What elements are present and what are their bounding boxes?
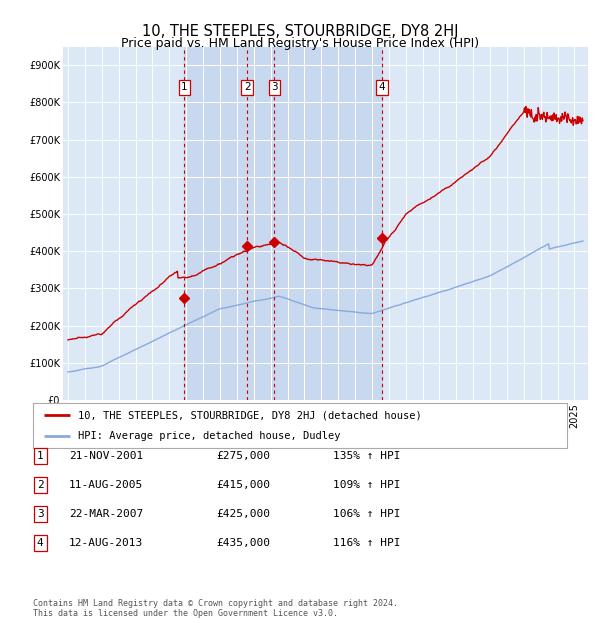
Text: 116% ↑ HPI: 116% ↑ HPI [333,538,401,548]
Text: £415,000: £415,000 [216,480,270,490]
Text: 3: 3 [37,509,44,519]
Text: Contains HM Land Registry data © Crown copyright and database right 2024.
This d: Contains HM Land Registry data © Crown c… [33,599,398,618]
Text: 3: 3 [271,82,278,92]
Text: HPI: Average price, detached house, Dudley: HPI: Average price, detached house, Dudl… [79,430,341,441]
Bar [184,46,382,400]
Text: 22-MAR-2007: 22-MAR-2007 [69,509,143,519]
Text: £275,000: £275,000 [216,451,270,461]
Text: 109% ↑ HPI: 109% ↑ HPI [333,480,401,490]
Text: 12-AUG-2013: 12-AUG-2013 [69,538,143,548]
Text: 1: 1 [181,82,188,92]
Text: 106% ↑ HPI: 106% ↑ HPI [333,509,401,519]
Text: 1: 1 [37,451,44,461]
Text: 4: 4 [379,82,385,92]
Text: 2: 2 [37,480,44,490]
Text: 135% ↑ HPI: 135% ↑ HPI [333,451,401,461]
Text: 4: 4 [37,538,44,548]
Text: £435,000: £435,000 [216,538,270,548]
Text: 21-NOV-2001: 21-NOV-2001 [69,451,143,461]
Text: 10, THE STEEPLES, STOURBRIDGE, DY8 2HJ: 10, THE STEEPLES, STOURBRIDGE, DY8 2HJ [142,24,458,38]
Text: Price paid vs. HM Land Registry's House Price Index (HPI): Price paid vs. HM Land Registry's House … [121,37,479,50]
Text: 10, THE STEEPLES, STOURBRIDGE, DY8 2HJ (detached house): 10, THE STEEPLES, STOURBRIDGE, DY8 2HJ (… [79,410,422,420]
Text: £425,000: £425,000 [216,509,270,519]
Text: 2: 2 [244,82,250,92]
Text: 11-AUG-2005: 11-AUG-2005 [69,480,143,490]
